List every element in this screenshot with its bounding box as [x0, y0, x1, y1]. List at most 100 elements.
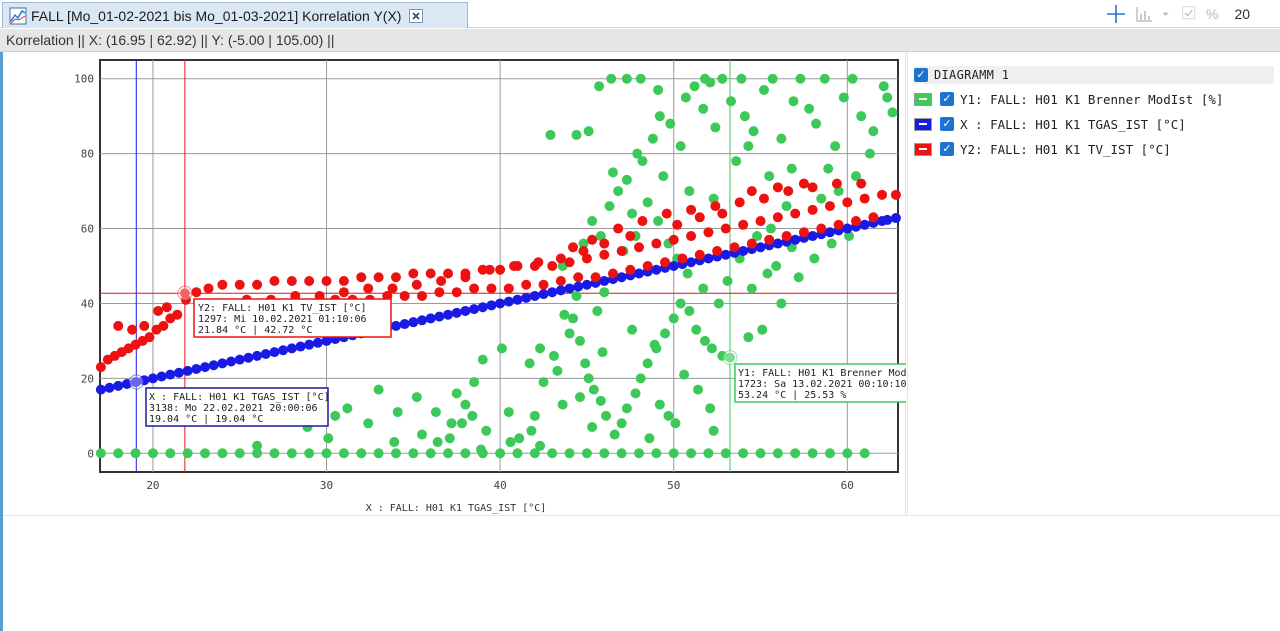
legend-label-x: X : FALL: H01 K1 TGAS_IST [°C]: [960, 116, 1186, 132]
data-point: [675, 141, 686, 152]
data-point: [217, 448, 228, 459]
data-point: [573, 272, 584, 283]
checkbox-icon[interactable]: [1182, 6, 1198, 22]
data-point: [795, 73, 806, 84]
data-point: [278, 345, 289, 356]
crosshair-icon[interactable]: [1106, 4, 1126, 24]
data-point: [408, 317, 419, 328]
x-tick-label: 40: [494, 479, 507, 492]
data-point: [712, 246, 723, 257]
data-point: [538, 377, 549, 388]
data-point: [663, 410, 674, 421]
data-point: [555, 285, 566, 296]
data-point: [686, 204, 697, 215]
data-point: [746, 238, 757, 249]
data-point: [686, 448, 697, 459]
data-point: [706, 343, 717, 354]
data-point: [165, 448, 176, 459]
data-point: [637, 216, 648, 227]
data-point: [535, 343, 546, 354]
tooltip-y1-line3: 53.24 °C | 25.53 %: [738, 390, 846, 401]
data-point: [786, 163, 797, 174]
data-point: [434, 311, 445, 322]
tooltip-y2: Y2: FALL: H01 K1 TV_IST [°C] 1297: Mi 10…: [193, 298, 392, 338]
data-point: [665, 118, 676, 129]
data-point: [755, 448, 766, 459]
data-point: [526, 425, 537, 436]
data-point: [139, 320, 150, 331]
data-point: [653, 84, 664, 95]
legend-item-y2[interactable]: ✓ Y2: FALL: H01 K1 TV_IST [°C]: [914, 140, 1274, 158]
data-point: [564, 448, 575, 459]
data-point: [651, 264, 662, 275]
diagram-checkbox[interactable]: ✓: [914, 68, 928, 82]
data-point: [226, 356, 237, 367]
data-point: [635, 73, 646, 84]
legend-swatch-y1: [914, 92, 932, 106]
scatter-chart[interactable]: 0 20 40 60 80 100 20 30 40 50 60 Y2: FALL: H01 K1…: [3, 52, 978, 515]
data-point: [625, 231, 636, 242]
data-point: [529, 410, 540, 421]
tooltip-y1-line1: Y1: FALL: H01 K1 Brenner ModIst [%]: [738, 368, 906, 379]
data-point: [621, 174, 632, 185]
data-point: [547, 287, 558, 298]
legend-checkbox-y2[interactable]: ✓: [940, 142, 954, 156]
close-icon[interactable]: [409, 8, 424, 23]
data-point: [113, 320, 124, 331]
data-point: [460, 448, 471, 459]
data-point: [720, 249, 731, 260]
data-point: [95, 448, 106, 459]
data-point: [564, 257, 575, 268]
data-point: [321, 275, 332, 286]
data-point: [758, 193, 769, 204]
x-tick-label: 50: [667, 479, 680, 492]
data-point: [599, 448, 610, 459]
legend-checkbox-x[interactable]: ✓: [940, 117, 954, 131]
data-point: [495, 264, 506, 275]
tooltip-x: X : FALL: H01 K1 TGAS_IST [°C] 3138: Mo …: [145, 387, 330, 427]
data-point: [616, 272, 627, 283]
data-point: [578, 238, 589, 249]
data-point: [597, 347, 608, 358]
chevron-down-icon[interactable]: [1162, 4, 1174, 24]
data-point: [668, 234, 679, 245]
tooltip-x-line1: X : FALL: H01 K1 TGAS_IST [°C]: [149, 392, 330, 403]
data-point: [286, 448, 297, 459]
data-point: [127, 324, 138, 335]
data-point: [425, 313, 436, 324]
data-point: [672, 219, 683, 230]
data-point: [208, 360, 219, 371]
legend-swatch-y2: [914, 142, 932, 156]
data-point: [661, 208, 672, 219]
tooltip-y2-line1: Y2: FALL: H01 K1 TV_IST [°C]: [198, 303, 367, 314]
data-point: [436, 275, 447, 286]
data-point: [601, 410, 612, 421]
data-point: [564, 328, 575, 339]
data-point: [675, 298, 686, 309]
data-point: [430, 407, 441, 418]
data-point: [104, 382, 115, 393]
data-point: [819, 73, 830, 84]
data-point: [842, 197, 853, 208]
data-point: [588, 384, 599, 395]
percent-value[interactable]: 20: [1234, 6, 1251, 22]
data-point: [823, 163, 834, 174]
legend-checkbox-y1[interactable]: ✓: [940, 92, 954, 106]
data-point: [456, 418, 467, 429]
data-point: [203, 283, 214, 294]
chart-type-icon[interactable]: [1134, 4, 1154, 24]
data-point: [131, 376, 142, 387]
tab-correlation[interactable]: FALL [Mo_01-02-2021 bis Mo_01-03-2021] K…: [2, 2, 468, 28]
data-point: [477, 264, 488, 275]
data-point: [654, 111, 665, 122]
tooltip-x-line3: 19.04 °C | 19.04 °C: [149, 414, 263, 425]
data-point: [686, 231, 697, 242]
data-point: [165, 369, 176, 380]
data-point: [856, 178, 867, 189]
legend-item-y1[interactable]: ✓ Y1: FALL: H01 K1 Brenner ModIst [%]: [914, 90, 1274, 108]
data-point: [503, 407, 514, 418]
data-point: [790, 448, 801, 459]
data-point: [408, 448, 419, 459]
data-point: [660, 328, 671, 339]
legend-item-x[interactable]: ✓ X : FALL: H01 K1 TGAS_IST [°C]: [914, 115, 1274, 133]
